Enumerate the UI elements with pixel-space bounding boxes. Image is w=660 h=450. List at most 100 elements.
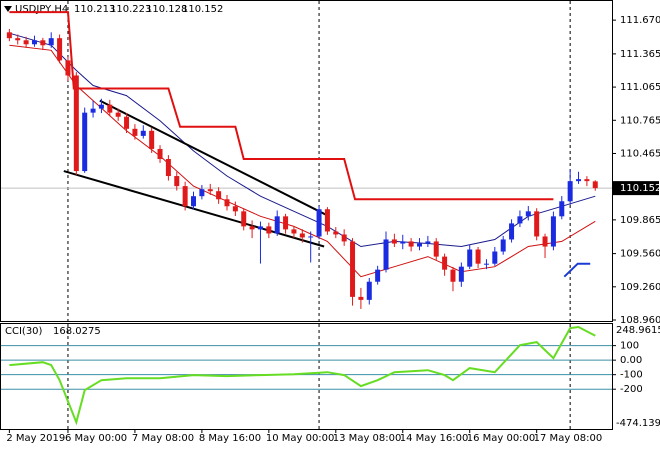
main-panel-frame: [0, 0, 613, 322]
candle-body: [425, 241, 431, 244]
indicator-tick-label: -100: [620, 370, 643, 381]
candle-body: [182, 186, 188, 207]
candle-body: [174, 176, 180, 187]
candle-body: [124, 116, 130, 129]
candle-body: [40, 40, 46, 46]
candle-body: [316, 209, 322, 237]
y-tick-label: 109.865: [620, 215, 660, 226]
candle-body: [341, 234, 347, 242]
y-tick-label: 109.260: [620, 282, 660, 293]
candle-body: [291, 229, 297, 234]
y-tick-label: 110.465: [620, 148, 660, 159]
indicator-panel-frame: [0, 323, 613, 430]
candle-body: [207, 189, 213, 192]
candle-body: [375, 269, 381, 282]
candle-body: [383, 239, 389, 270]
candle-body: [241, 211, 247, 227]
candle-body: [416, 243, 422, 247]
candle-body: [525, 211, 531, 217]
y-tick-label: 110.765: [620, 115, 660, 126]
indicator-tick-label: 0.00: [620, 355, 642, 366]
candle-body: [98, 104, 104, 109]
candle-body: [157, 148, 163, 160]
candle-body: [408, 241, 414, 247]
candle-body: [65, 60, 71, 76]
candle-body: [366, 281, 372, 300]
candle-body: [224, 199, 230, 207]
x-tick-label: 6 May 00:00: [65, 433, 127, 444]
candle-body: [199, 189, 205, 197]
candle-body: [274, 216, 280, 234]
indicator-name: CCI(30): [5, 326, 43, 337]
indicator-max-label: 248.9615: [616, 325, 660, 336]
symbol: USDJPY,H4: [15, 4, 68, 15]
y-tick-label: 111.065: [620, 82, 660, 93]
x-tick-label: 2 May 2019: [6, 433, 65, 444]
x-tick-label: 8 May 16:00: [199, 433, 261, 444]
candle-body: [191, 196, 197, 207]
candle-body: [458, 266, 464, 282]
x-tick-label: 13 May 08:00: [333, 433, 402, 444]
y-tick-label: 111.365: [620, 49, 660, 60]
candle-body: [165, 159, 171, 177]
candle-body: [266, 226, 272, 234]
x-tick-label: 16 May 00:00: [467, 433, 536, 444]
candle-body: [492, 251, 498, 264]
candle-body: [500, 239, 506, 252]
overlay-line: [563, 262, 591, 278]
candle-body: [324, 209, 330, 232]
candle-body: [592, 181, 598, 189]
y-tick-label: 108.960: [620, 315, 660, 326]
y-tick-label: 109.560: [620, 249, 660, 260]
candle-body: [509, 223, 515, 240]
candle-body: [149, 130, 155, 149]
indicator-min-label: -474.1393: [616, 418, 660, 429]
candle-body: [132, 128, 138, 136]
candle-body: [358, 296, 364, 300]
header-close: 110.152: [182, 4, 223, 15]
header-arrow: [4, 6, 12, 12]
candle-body: [257, 226, 263, 230]
overlay-line: [9, 11, 554, 201]
candle-body: [107, 104, 113, 113]
overlay-line: [99, 99, 330, 218]
candle-body: [6, 32, 12, 39]
indicator-value: 168.0275: [53, 326, 101, 337]
candle-body: [333, 231, 339, 235]
candle-body: [82, 112, 88, 172]
candle-body: [283, 216, 289, 230]
candle-body: [450, 269, 456, 282]
candle-body: [350, 241, 356, 297]
candle-body: [140, 130, 146, 136]
candle-body: [15, 38, 21, 41]
candle-body: [57, 38, 63, 61]
current-price-box: [613, 181, 659, 196]
indicator-tick-label: -200: [620, 384, 643, 395]
candle-body: [542, 236, 548, 247]
candle-body: [400, 241, 406, 244]
x-tick-label: 10 May 00:00: [266, 433, 335, 444]
candle-body: [517, 216, 523, 224]
candle-body: [31, 40, 37, 45]
candle-body: [216, 191, 222, 200]
y-tick-label: 111.670: [620, 15, 660, 26]
candle-body: [391, 239, 397, 244]
overlay-line: [9, 32, 596, 248]
header-low: 110.128: [146, 4, 187, 15]
candle-body: [475, 249, 481, 264]
x-tick-label: 17 May 08:00: [534, 433, 603, 444]
candle-body: [23, 40, 29, 45]
candle-body: [584, 179, 590, 182]
candle-body: [232, 206, 238, 212]
header: USDJPY,H4 110.213 110.223 110.128 110.15…: [15, 4, 223, 15]
candle-body: [467, 249, 473, 267]
header-open: 110.213: [74, 4, 115, 15]
header-high: 110.223: [110, 4, 151, 15]
candle-body: [299, 233, 305, 238]
candle-body: [559, 201, 565, 217]
candle-body: [483, 263, 489, 265]
candle-body: [308, 236, 314, 238]
candle-body: [115, 112, 121, 117]
candle-body: [534, 211, 540, 237]
